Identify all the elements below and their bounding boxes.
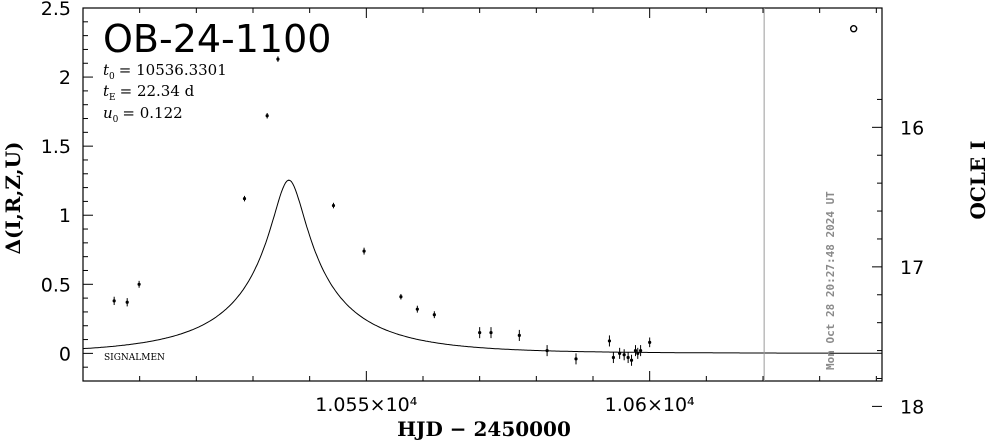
data-points (112, 25, 858, 366)
open-marker (849, 25, 858, 33)
data-point (517, 329, 521, 341)
data-point (112, 296, 116, 306)
y-tick-label: 2.5 (41, 0, 71, 20)
data-point (331, 202, 336, 209)
data-point (622, 349, 626, 361)
x-axis-title: HJD − 2450000 (397, 417, 571, 440)
data-point (478, 327, 482, 339)
model-curve (82, 179, 882, 354)
data-point (265, 112, 269, 119)
y-axis-title: Δ(I,R,Z,U) (1, 142, 25, 255)
data-point (648, 337, 652, 348)
y-tick-label: 0.5 (41, 274, 71, 296)
right-tick-label: 16 (900, 117, 924, 139)
x-axis-ticks: 1.055×10⁴ 1.06×10⁴ (139, 8, 877, 416)
right-axis-ticks: 16 17 18 (872, 98, 924, 418)
x-tick-label: 1.055×10⁴ (315, 394, 417, 416)
plot-frame (82, 7, 883, 382)
data-point (125, 298, 129, 307)
data-point (489, 327, 493, 339)
right-tick-label: 18 (900, 396, 924, 418)
x-tick-label: 1.06×10⁴ (605, 394, 695, 416)
data-point (611, 351, 616, 364)
data-point (633, 345, 638, 357)
data-point (242, 195, 247, 202)
data-point (545, 345, 549, 357)
y-tick-label: 0 (59, 343, 71, 365)
param-u0: u0 = 0.122 (103, 104, 183, 125)
y-tick-label: 1 (59, 205, 71, 227)
data-point (399, 293, 403, 300)
date-stamp: Mon Oct 28 20:27:48 2024 UT (824, 191, 837, 370)
data-point (629, 354, 634, 366)
param-t0: t0 = 10536.3301 (103, 61, 227, 82)
data-point (574, 353, 578, 365)
y-tick-label: 1.5 (41, 136, 71, 158)
data-point (276, 56, 280, 62)
chart-title: OB-24-1100 (103, 17, 331, 61)
data-point (432, 311, 436, 319)
data-point (626, 351, 630, 364)
data-point (618, 347, 622, 359)
y-axis-ticks: 0 0.5 1 1.5 2 2.5 (41, 0, 93, 382)
data-point (639, 345, 643, 357)
data-point (415, 305, 419, 313)
signalmen-note: SIGNALMEN (104, 353, 165, 363)
y-tick-label: 2 (59, 67, 71, 89)
data-point (607, 335, 612, 347)
data-point (362, 247, 366, 255)
data-point (137, 280, 141, 288)
right-tick-label: 17 (900, 257, 924, 279)
param-tE: tE = 22.34 d (103, 82, 195, 103)
right-axis-title: OCLE I (966, 141, 986, 220)
data-point (636, 347, 640, 359)
